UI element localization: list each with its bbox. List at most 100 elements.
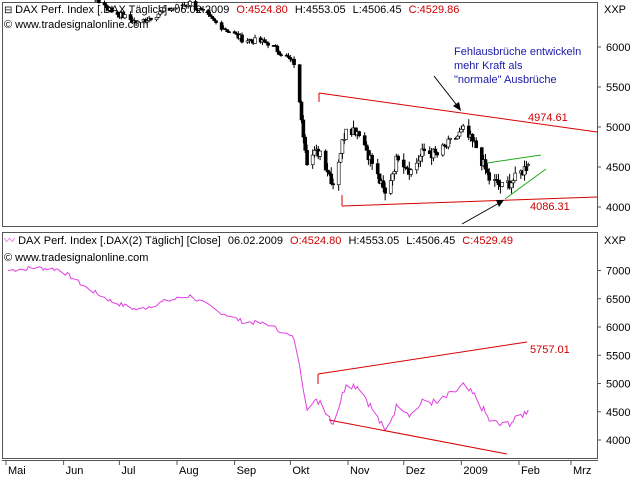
bottom-y-tick-label: 7000 xyxy=(606,266,630,278)
x-tick-label: Aug xyxy=(179,465,199,477)
candle-body xyxy=(409,169,413,175)
bottom-high: H:4553.05 xyxy=(348,235,399,247)
bottom-upper-trendline xyxy=(317,341,528,375)
candle-body xyxy=(388,180,393,194)
top-unit: XXP xyxy=(604,4,626,16)
candle-body xyxy=(416,160,421,164)
candle-body xyxy=(375,163,380,175)
x-tick-label: Jul xyxy=(121,465,135,477)
bottom-y-axis: 4000 4500 5000 5500 6000 6500 7000 xyxy=(597,266,630,447)
top-low: L:4506.45 xyxy=(353,4,402,16)
annotation-arrow-upper xyxy=(433,75,460,109)
top-support-line xyxy=(341,196,598,207)
bottom-open: O:4524.80 xyxy=(290,235,341,247)
candle-body xyxy=(485,168,490,173)
candle-body xyxy=(329,173,334,184)
annotation-arrowhead-upper xyxy=(453,102,461,111)
x-axis: Mai Jun Jul Aug Sep Okt Nov Dez 2009 Feb Mrz xyxy=(5,460,591,477)
bottom-close: C:4529.49 xyxy=(462,235,513,247)
candle-body xyxy=(208,14,213,17)
close-price-line xyxy=(7,265,529,432)
top-label-upper: 4974.61 xyxy=(528,112,568,124)
candle-body xyxy=(338,153,343,163)
bottom-y-tick-label: 5500 xyxy=(606,350,630,362)
candle-body xyxy=(433,148,438,153)
top-candles xyxy=(94,0,531,201)
annotation-arrow-lower xyxy=(461,201,502,225)
candle-body xyxy=(331,183,335,186)
candle-body xyxy=(154,17,159,20)
x-tick-label: Sep xyxy=(237,465,257,477)
candle-body xyxy=(448,138,452,140)
candle-body xyxy=(292,58,296,66)
candle-body xyxy=(327,171,332,175)
candle-body xyxy=(175,4,179,9)
candle-body xyxy=(253,37,257,44)
bottom-source: © www.tradesignalonline.com xyxy=(4,252,148,264)
candle-body xyxy=(383,187,387,194)
candle-body xyxy=(500,182,505,187)
candle-body xyxy=(212,18,216,21)
candle-body xyxy=(455,135,460,140)
top-label-lower: 4086.31 xyxy=(530,201,570,213)
candle-body xyxy=(513,172,518,181)
candle-body xyxy=(474,140,479,149)
x-tick-label: Mai xyxy=(8,465,26,477)
annotation-line-1: Fehlausbrüche entwickeln xyxy=(454,46,581,58)
candle-body xyxy=(487,172,492,181)
candle-body xyxy=(394,155,399,172)
candle-body xyxy=(277,51,282,55)
candle-body xyxy=(427,150,432,154)
top-header: ⊟ DAX Perf. Index [.DAX Täglich] 06.02.2… xyxy=(4,4,459,16)
top-y-tick-label: 6000 xyxy=(606,42,630,54)
candle-body xyxy=(470,133,475,142)
candle-body xyxy=(123,14,127,19)
bottom-y-tick-label: 4500 xyxy=(606,407,630,419)
candle-body xyxy=(188,1,192,6)
candle-body xyxy=(297,64,302,103)
annotation-line-3: "normale" Ausbrüche xyxy=(454,74,557,86)
top-wedge-upper xyxy=(486,154,542,164)
candle-body xyxy=(511,180,516,184)
x-tick-label: 2009 xyxy=(463,465,487,477)
candle-body xyxy=(206,9,211,15)
candle-body xyxy=(422,148,426,151)
x-tick-label: Feb xyxy=(521,465,540,477)
top-wedge-lower xyxy=(504,168,547,200)
candle-body xyxy=(275,45,280,52)
bottom-y-tick-label: 5000 xyxy=(606,379,630,391)
candle-body xyxy=(342,139,347,141)
top-legend-icon: ⊟ xyxy=(4,5,15,16)
candle-body xyxy=(305,150,309,166)
candle-body xyxy=(483,159,488,170)
top-panel-frame xyxy=(2,2,598,227)
x-tick-label: Nov xyxy=(350,465,370,477)
candle-body xyxy=(459,128,464,133)
bottom-y-tick-label: 6500 xyxy=(606,294,630,306)
candle-body xyxy=(136,21,140,24)
candle-body xyxy=(110,7,114,13)
candle-body xyxy=(357,131,361,136)
bottom-lower-trendline xyxy=(328,419,508,455)
candle-body xyxy=(310,154,315,166)
top-high: H:4553.05 xyxy=(295,4,346,16)
candle-body xyxy=(524,166,529,171)
candle-body xyxy=(496,179,501,185)
annotation-arrowhead-lower xyxy=(496,200,504,207)
bottom-y-tick-label: 6000 xyxy=(606,322,630,334)
bottom-label-upper: 5757.01 xyxy=(530,344,570,356)
candle-body xyxy=(414,162,419,171)
annotation-line-2: mehr Kraft als xyxy=(454,60,523,72)
candle-body xyxy=(418,155,423,162)
candle-body xyxy=(279,54,283,56)
candle-body xyxy=(318,150,322,157)
candle-body xyxy=(301,119,306,138)
top-open: O:4524.80 xyxy=(236,4,287,16)
candle-body xyxy=(526,164,531,166)
x-tick-label: Okt xyxy=(292,465,309,477)
candle-body xyxy=(461,125,466,130)
candle-body xyxy=(210,16,215,19)
candle-body xyxy=(115,11,120,15)
candle-body xyxy=(336,161,341,186)
